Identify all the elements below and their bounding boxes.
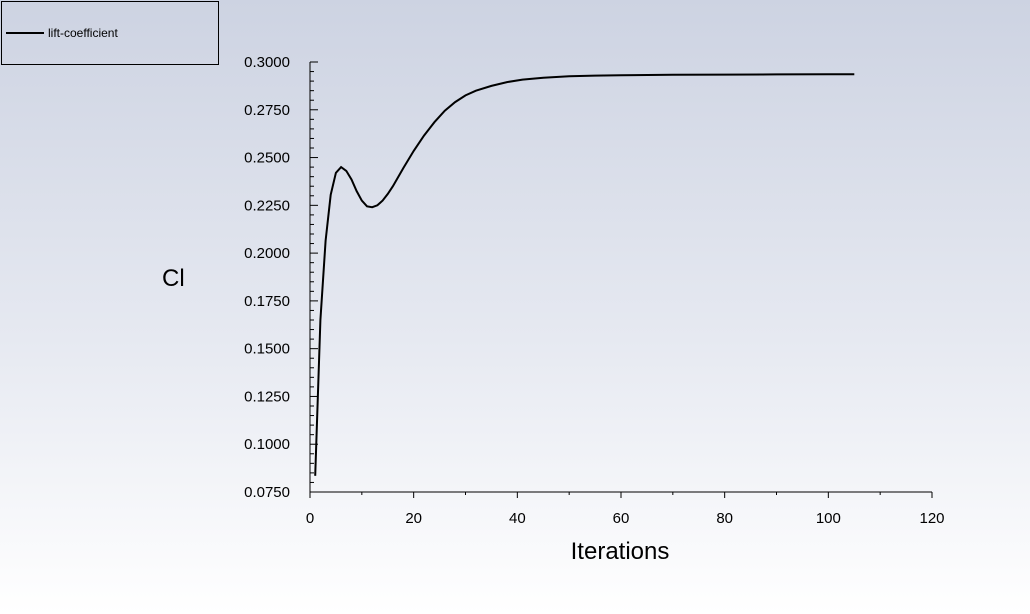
- x-tick-label: 40: [509, 510, 526, 527]
- y-tick-label: 0.2750: [244, 102, 290, 119]
- x-tick-label: 80: [716, 510, 733, 527]
- ticks: [309, 61, 933, 498]
- axes: [309, 62, 932, 493]
- x-axis-title: Iterations: [571, 538, 670, 565]
- y-tick-label: 0.1000: [244, 436, 290, 453]
- series-line-lift-coefficient: [314, 73, 855, 476]
- x-tick-label: 60: [613, 510, 630, 527]
- tick-labels: 0.0750 0.1000 0.1250 0.1500 0.1750 0.2000 0.22…: [244, 54, 944, 527]
- y-tick-label: 0.1500: [244, 341, 290, 358]
- y-tick-label: 0.1250: [244, 388, 290, 405]
- x-tick-label: 0: [306, 510, 314, 527]
- legend-label: lift-coefficient: [48, 26, 118, 40]
- y-axis-title: Cl: [162, 265, 185, 292]
- y-tick-label: 0.2500: [244, 150, 290, 167]
- y-tick-label: 0.3000: [244, 54, 290, 71]
- x-tick-label: 20: [405, 510, 422, 527]
- legend: lift-coefficient: [1, 1, 219, 65]
- x-tick-label: 120: [919, 510, 944, 527]
- x-tick-label: 100: [816, 510, 841, 527]
- y-tick-label: 0.2250: [244, 197, 290, 214]
- y-tick-label: 0.2000: [244, 245, 290, 262]
- y-tick-label: 0.1750: [244, 293, 290, 310]
- legend-box: [1, 1, 219, 65]
- y-tick-label: 0.0750: [244, 484, 290, 501]
